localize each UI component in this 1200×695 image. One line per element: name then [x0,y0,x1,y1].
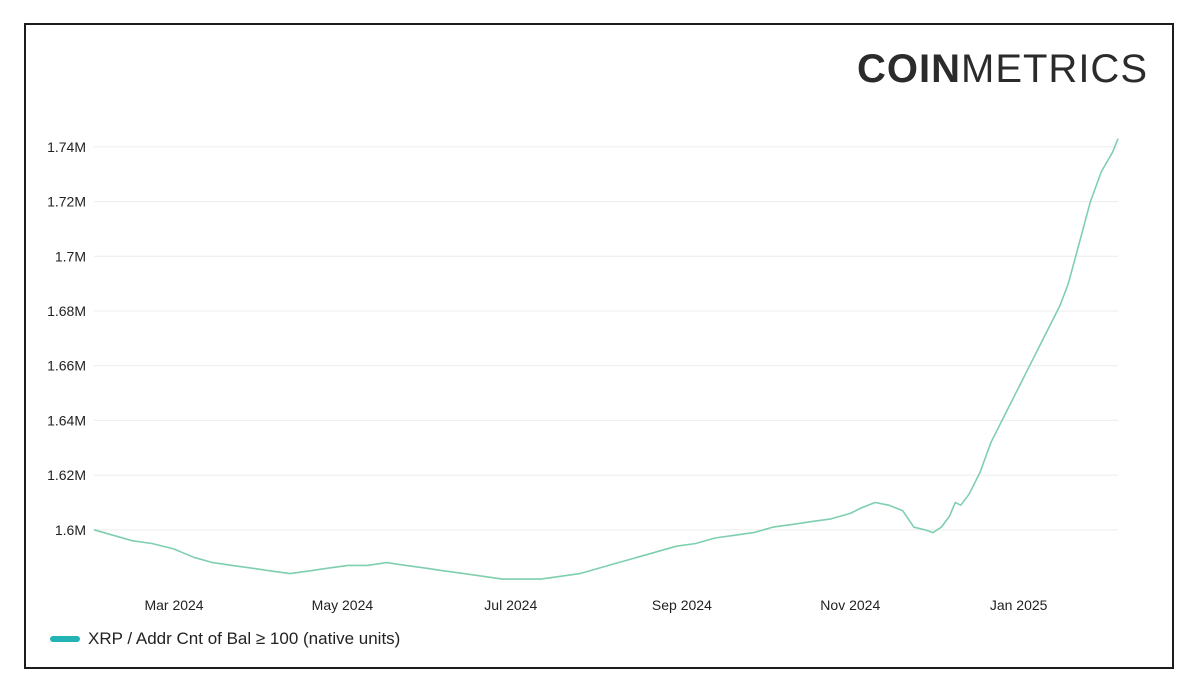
y-tick-label: 1.72M [47,194,86,210]
y-tick-label: 1.64M [47,412,86,428]
y-tick-label: 1.7M [55,248,86,264]
chart-frame: COINMETRICS 1.6M 1.62M 1.64M 1.66M 1.68M 1.7M… [24,23,1174,669]
y-tick-label: 1.66M [47,358,86,374]
x-tick-label: Jan 2025 [990,597,1048,613]
legend-label: XRP / Addr Cnt of Bal ≥ 100 (native unit… [88,629,401,648]
x-tick-label: Nov 2024 [820,597,880,613]
x-tick-label: Mar 2024 [144,597,203,613]
x-tick-label: Sep 2024 [652,597,712,613]
legend[interactable]: XRP / Addr Cnt of Bal ≥ 100 (native unit… [50,629,400,649]
y-tick-label: 1.74M [47,139,86,155]
series-group [93,138,1119,580]
logo-thin-text: METRICS [961,47,1148,91]
x-tick-label: Jul 2024 [484,597,537,613]
y-tick-label: 1.68M [47,303,86,319]
logo-bold-text: COIN [857,47,961,91]
y-tick-label: 1.62M [47,467,86,483]
line-chart: 1.6M 1.62M 1.64M 1.66M 1.68M 1.7M 1.72M 1.74M M… [47,138,1119,613]
coinmetrics-logo: COINMETRICS [857,47,1148,92]
series-line-0[interactable] [93,138,1119,580]
grid-lines [94,146,1118,531]
y-tick-label: 1.6M [55,522,86,538]
x-tick-label: May 2024 [312,597,374,613]
y-axis-ticks: 1.6M 1.62M 1.64M 1.66M 1.68M 1.7M 1.72M 1.74M [47,139,86,538]
legend-swatch [50,636,80,642]
x-axis-ticks: Mar 2024 May 2024 Jul 2024 Sep 2024 Nov 2024… [144,597,1047,613]
